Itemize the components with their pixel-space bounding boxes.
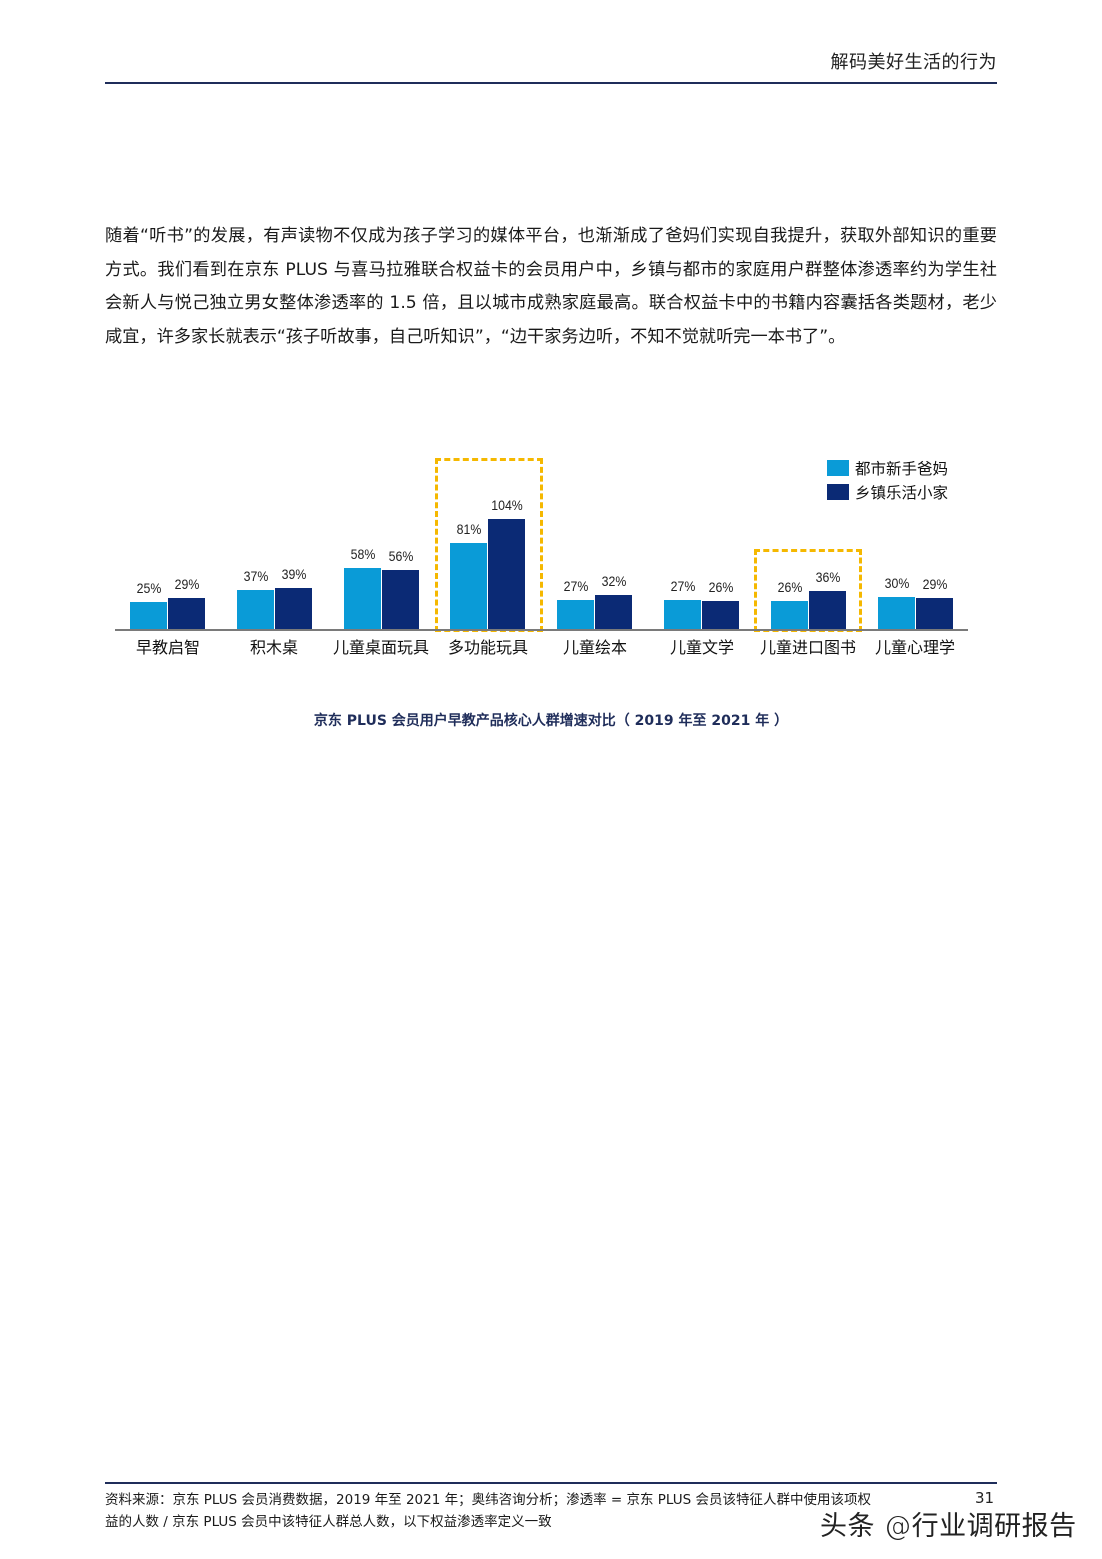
bar-town-families bbox=[702, 601, 739, 629]
legend-swatch-light-blue bbox=[827, 460, 849, 476]
bar-town-families bbox=[809, 591, 846, 629]
legend-swatch-dark-blue bbox=[827, 484, 849, 500]
source-line-1: 资料来源：京东 PLUS 会员消费数据，2019 年至 2021 年；奥纬咨询分… bbox=[105, 1492, 872, 1508]
bar-urban-parents bbox=[878, 597, 915, 629]
page-number: 31 bbox=[975, 1489, 995, 1507]
bar-value-label: 26% bbox=[708, 579, 733, 595]
bar-value-label: 30% bbox=[884, 575, 909, 591]
bar-value-label: 56% bbox=[388, 548, 413, 564]
bar-town-families bbox=[488, 519, 525, 629]
bar-urban-parents bbox=[237, 590, 274, 629]
header-divider bbox=[105, 82, 997, 84]
bar-urban-parents bbox=[130, 602, 167, 629]
category-label: 多功能玩具 bbox=[447, 638, 528, 657]
bar-value-label: 29% bbox=[922, 576, 947, 592]
bar-urban-parents bbox=[450, 543, 487, 629]
category-label: 儿童桌面玩具 bbox=[332, 638, 429, 657]
chart-caption: 京东 PLUS 会员用户早教产品核心人群增速对比（ 2019 年至 2021 年… bbox=[313, 713, 789, 729]
bar-value-label: 32% bbox=[601, 573, 626, 589]
category-label: 儿童心理学 bbox=[874, 638, 955, 657]
bar-value-label: 29% bbox=[174, 576, 199, 592]
bar-town-families bbox=[382, 570, 419, 629]
category-label: 早教启智 bbox=[135, 638, 200, 657]
bar-value-label: 39% bbox=[281, 566, 306, 582]
bar-urban-parents bbox=[344, 568, 381, 629]
category-label: 儿童文学 bbox=[669, 638, 734, 657]
category-label: 儿童进口图书 bbox=[759, 638, 856, 657]
bar-value-label: 81% bbox=[456, 521, 481, 537]
bar-town-families bbox=[275, 588, 312, 629]
footer-divider bbox=[105, 1482, 997, 1484]
category-label: 积木桌 bbox=[249, 638, 298, 657]
bar-town-families bbox=[916, 598, 953, 629]
body-paragraph: 随着“听书”的发展，有声读物不仅成为孩子学习的媒体平台，也渐渐成了爸妈们实现自我… bbox=[105, 226, 997, 347]
legend-label: 都市新手爸妈 bbox=[855, 460, 949, 478]
bar-urban-parents bbox=[664, 600, 701, 629]
bar-urban-parents bbox=[771, 601, 808, 629]
bar-value-label: 26% bbox=[777, 579, 802, 595]
bar-value-label: 27% bbox=[670, 578, 695, 594]
body-text: 随着“听书”的发展，有声读物不仅成为孩子学习的媒体平台，也渐渐成了爸妈们实现自我… bbox=[105, 220, 997, 354]
bar-value-label: 104% bbox=[490, 497, 523, 513]
source-line-2: 益的人数 / 京东 PLUS 会员中该特征人群总人数，以下权益渗透率定义一致 bbox=[105, 1514, 552, 1530]
bar-value-label: 36% bbox=[815, 569, 840, 585]
watermark: 头条 @行业调研报告 bbox=[820, 1511, 1077, 1542]
bar-urban-parents bbox=[557, 600, 594, 629]
x-axis bbox=[115, 629, 968, 631]
bar-chart: 都市新手爸妈 乡镇乐活小家 25% 29% 早教启智 37% 39% 积木桌 58% 56% 儿… bbox=[0, 0, 1102, 740]
legend-item-urban-parents: 都市新手爸妈 bbox=[827, 456, 948, 480]
bar-town-families bbox=[168, 598, 205, 629]
bar-value-label: 27% bbox=[563, 578, 588, 594]
chart-legend: 都市新手爸妈 乡镇乐活小家 bbox=[827, 456, 948, 504]
bar-value-label: 37% bbox=[243, 568, 268, 584]
legend-item-town-families: 乡镇乐活小家 bbox=[827, 480, 948, 504]
bar-town-families bbox=[595, 595, 632, 629]
category-label: 儿童绘本 bbox=[562, 638, 627, 657]
bar-value-label: 25% bbox=[136, 580, 161, 596]
bar-value-label: 58% bbox=[350, 546, 375, 562]
legend-label: 乡镇乐活小家 bbox=[855, 484, 949, 502]
page-header-title: 解码美好生活的行为 bbox=[830, 52, 997, 73]
footer-source-note: 资料来源：京东 PLUS 会员消费数据，2019 年至 2021 年；奥纬咨询分… bbox=[105, 1489, 955, 1533]
